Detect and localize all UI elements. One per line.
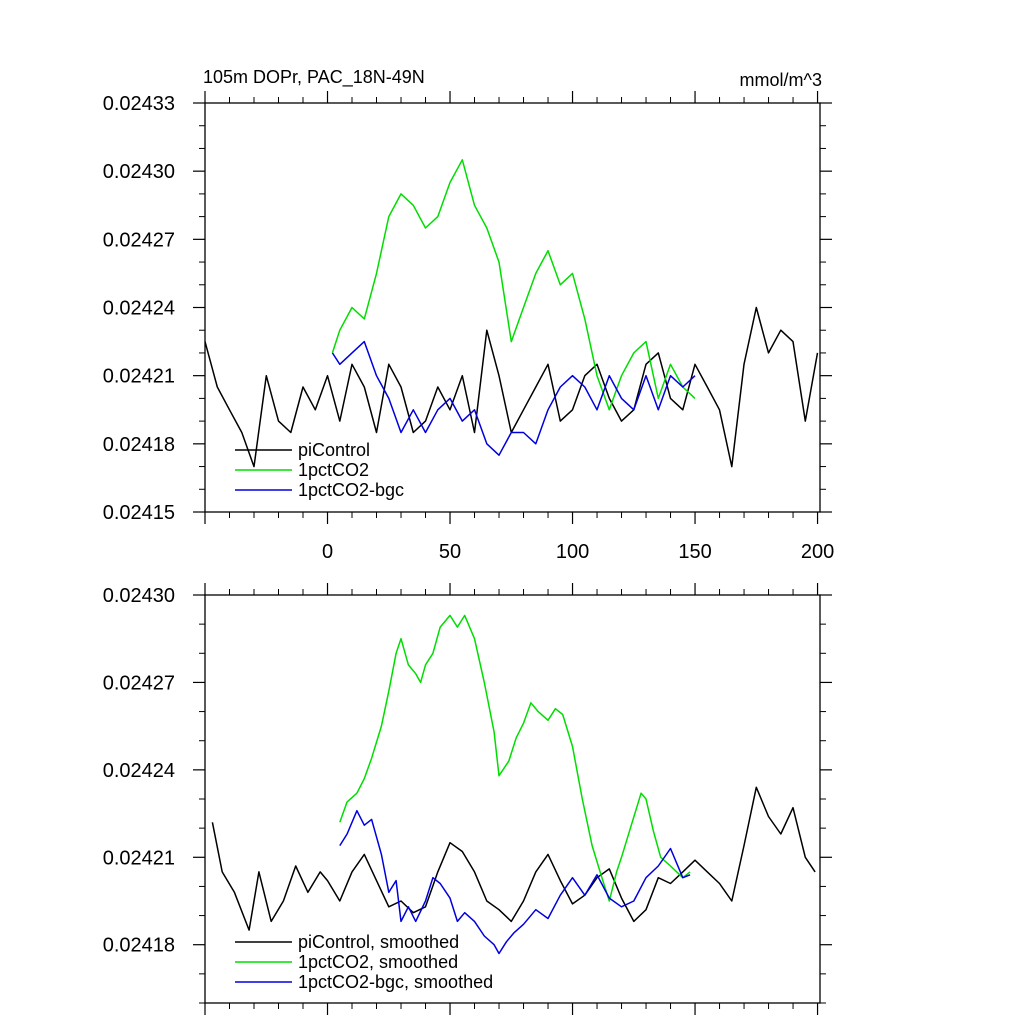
- top-x-tick-label: 200: [801, 541, 834, 563]
- top-chart-title: 105m DOPr, PAC_18N-49N: [203, 67, 425, 88]
- top-series-group: [204, 159, 819, 468]
- top-x-axis: 0 50 100 150 200: [204, 91, 834, 563]
- top-panel: 105m DOPr, PAC_18N-49N mmol/m^3 0.024330…: [103, 67, 835, 563]
- bottom-panel: 0.02430 0.02427 0.02424 0.02421 0.02418 piCo…: [103, 583, 832, 1015]
- bottom-series-line: [339, 809, 691, 955]
- bottom-series-group: [211, 614, 816, 955]
- bottom-y-tick-label: 0.02424: [103, 760, 175, 782]
- top-x-tick-label: 50: [439, 541, 461, 563]
- top-y-tick-label: 0.02421: [103, 366, 175, 388]
- top-series-line: [204, 306, 819, 468]
- top-x-tick-label: 0: [322, 541, 333, 563]
- top-series-line: [331, 340, 696, 456]
- top-y-axis: 0.02433 0.02430 0.02427 0.02424 0.02421 0.024…: [103, 93, 832, 524]
- top-legend-label: 1pctCO2: [298, 460, 369, 480]
- top-legend-label: piControl: [298, 440, 370, 460]
- bottom-y-tick-label: 0.02418: [103, 935, 175, 957]
- top-y-tick-label: 0.02418: [103, 434, 175, 456]
- bottom-legend-label: 1pctCO2-bgc, smoothed: [298, 972, 493, 992]
- top-x-tick-label: 150: [678, 541, 711, 563]
- bottom-series-line: [339, 614, 691, 902]
- bottom-y-tick-label: 0.02430: [103, 585, 175, 607]
- top-chart-units: mmol/m^3: [740, 70, 822, 90]
- bottom-x-axis: [204, 583, 819, 1015]
- bottom-y-tick-label: 0.02421: [103, 847, 175, 869]
- top-y-tick-label: 0.02424: [103, 298, 175, 320]
- top-x-tick-label: 100: [556, 541, 589, 563]
- top-y-tick-label: 0.02433: [103, 93, 175, 115]
- bottom-legend-label: piControl, smoothed: [298, 932, 459, 952]
- top-y-tick-label: 0.02430: [103, 161, 175, 183]
- bottom-legend-label: 1pctCO2, smoothed: [298, 952, 458, 972]
- top-y-tick-label: 0.02415: [103, 502, 175, 524]
- top-y-tick-label: 0.02427: [103, 229, 175, 251]
- bottom-y-tick-label: 0.02427: [103, 672, 175, 694]
- bottom-series-line: [211, 786, 816, 931]
- top-legend-label: 1pctCO2-bgc: [298, 480, 404, 500]
- bottom-y-axis: 0.02430 0.02427 0.02424 0.02421 0.02418: [103, 585, 832, 1004]
- top-series-line: [331, 159, 696, 411]
